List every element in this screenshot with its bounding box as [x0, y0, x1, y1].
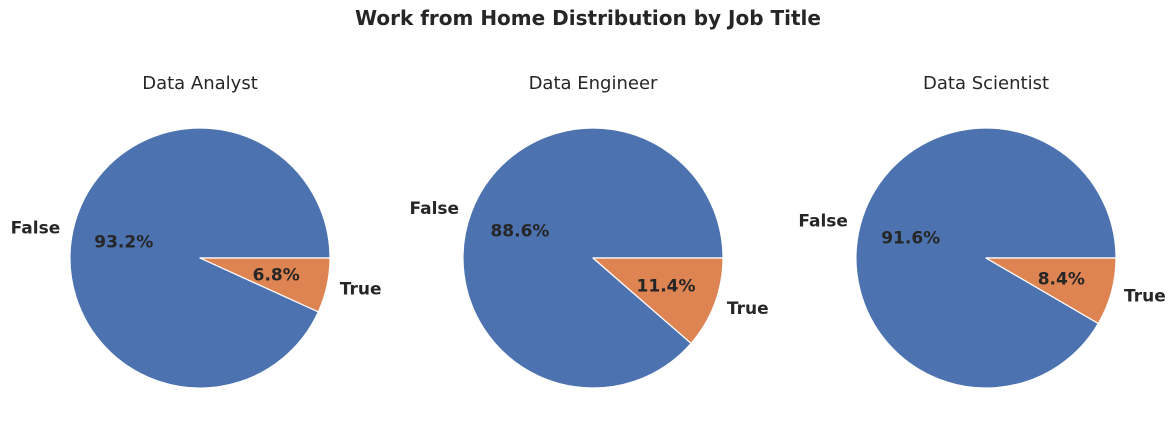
- pie-title: Data Engineer: [529, 73, 658, 94]
- slice-label: False: [798, 212, 848, 232]
- slice-label: False: [11, 219, 61, 239]
- slice-label: False: [409, 199, 459, 219]
- pie-slice-true: [592, 257, 724, 344]
- slice-label: True: [1124, 286, 1166, 306]
- pie-title: Data Scientist: [923, 73, 1049, 94]
- pie-slice-false: [462, 127, 724, 389]
- slice-label: True: [727, 299, 769, 319]
- pie-slice-false: [69, 127, 331, 389]
- pie-chart: Data Engineer False 88.6% True 11.4%: [409, 73, 769, 389]
- slice-percent-label: 6.8%: [253, 266, 300, 286]
- slice-percent-label: 91.6%: [881, 229, 940, 249]
- pie-slice-true: [199, 257, 331, 313]
- pie-chart: Data Scientist False 91.6% True 8.4%: [798, 73, 1166, 389]
- slice-label: True: [340, 279, 382, 299]
- pie-title: Data Analyst: [142, 73, 258, 94]
- pie-charts: Data Analyst False 93.2% True 6.8% Data Engin…: [11, 73, 1166, 389]
- slice-percent-label: 8.4%: [1038, 269, 1085, 289]
- slice-percent-label: 93.2%: [94, 232, 153, 252]
- pie-slice-true: [985, 257, 1117, 325]
- slice-percent-label: 11.4%: [637, 276, 696, 296]
- slice-percent-label: 88.6%: [490, 222, 549, 242]
- figure-title: Work from Home Distribution by Job Title: [355, 6, 821, 30]
- pie-chart: Data Analyst False 93.2% True 6.8%: [11, 73, 382, 389]
